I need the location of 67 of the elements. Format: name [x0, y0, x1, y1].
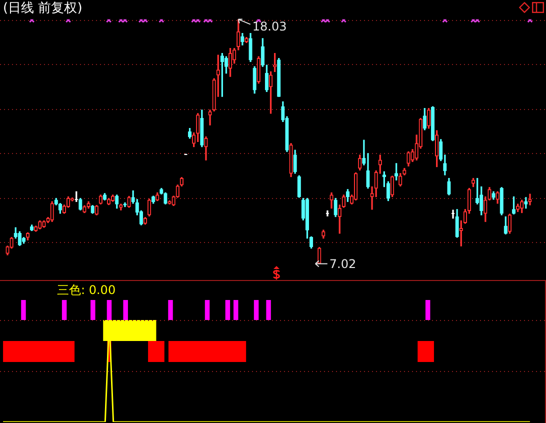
candlestick: [430, 106, 435, 142]
candlestick: [398, 173, 402, 186]
candlestick: [98, 194, 103, 204]
candlestick: [480, 186, 484, 216]
candlestick: [496, 191, 500, 204]
candlestick: [406, 151, 410, 166]
candlestick: [216, 54, 220, 97]
candlestick: [82, 205, 86, 214]
candlestick: [390, 176, 394, 198]
candlestick: [434, 130, 439, 168]
candlestick: [394, 163, 398, 180]
candlestick: [268, 71, 273, 114]
candlestick: [325, 210, 330, 216]
candlestick: [471, 178, 476, 188]
candlestick: [110, 194, 115, 202]
chart-title: (日线 前复权): [3, 1, 82, 17]
candlestick: [156, 192, 160, 202]
candlestick: [252, 66, 256, 94]
candlestick: [127, 196, 131, 208]
candlestick: [204, 136, 208, 160]
candlestick: [200, 110, 204, 148]
candlestick: [426, 108, 431, 129]
candlestick: [256, 56, 260, 84]
candlestick: [366, 153, 370, 189]
candlestick: [447, 178, 451, 196]
candlestick: [248, 32, 252, 62]
candlestick: [402, 168, 406, 176]
candlestick: [50, 201, 54, 222]
text: : 0.00: [81, 283, 116, 297]
candlestick: [38, 220, 42, 230]
candlestick: [30, 224, 34, 232]
candlestick: [168, 200, 172, 204]
candlestick: [297, 175, 301, 198]
candlestick: [524, 197, 528, 209]
candlestick: [455, 209, 459, 238]
text: 三色: [57, 283, 81, 297]
candlestick: [354, 172, 358, 200]
candlestick: [123, 202, 127, 208]
candlestick: [277, 58, 281, 97]
candlestick: [330, 192, 334, 209]
candlestick: [220, 52, 224, 97]
candlestick: [18, 231, 22, 246]
candlestick: [528, 194, 532, 206]
candlestick: [196, 113, 200, 142]
candlestick: [106, 198, 111, 206]
annotation: 18.03: [252, 19, 287, 34]
candlestick: [516, 204, 520, 212]
candlestick: [240, 32, 244, 46]
candlestick: [42, 220, 46, 228]
candlestick: [244, 36, 248, 43]
candlestick: [508, 214, 512, 234]
candlestick: [94, 205, 98, 216]
candlestick: [164, 192, 168, 204]
candlestick: [322, 230, 326, 239]
candlestick: [86, 201, 90, 209]
candlestick: [22, 237, 26, 244]
candlestick: [147, 198, 152, 216]
candlestick: [115, 194, 119, 209]
candlestick: [90, 205, 94, 214]
candlestick: [334, 198, 338, 218]
annotation: 7.02: [329, 256, 356, 271]
candlestick: [492, 191, 496, 200]
candlestick: [451, 210, 456, 219]
candlestick: [119, 204, 123, 210]
candlestick: [78, 198, 82, 210]
candlestick: [293, 150, 297, 174]
candlestick: [289, 143, 293, 178]
